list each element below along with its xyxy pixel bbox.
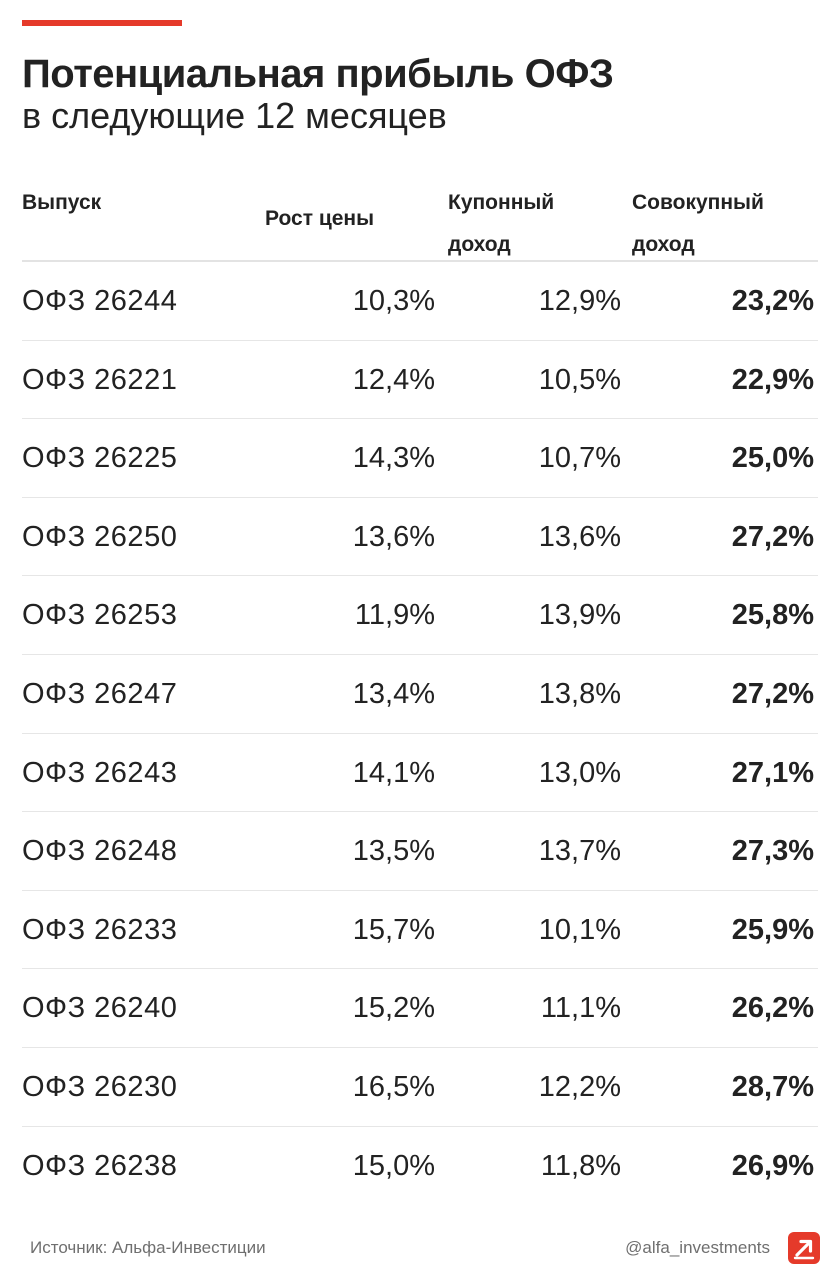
table-row: ОФЗ 26243 14,1% 13,0% 27,1% <box>22 734 818 813</box>
cell-price-growth: 16,5% <box>352 1070 435 1103</box>
column-header-issue: Выпуск <box>22 191 102 214</box>
cell-price-growth: 15,2% <box>352 992 435 1025</box>
cell-price-growth: 15,0% <box>352 1149 435 1182</box>
table-row: ОФЗ 26253 11,9% 13,9% 25,8% <box>22 576 818 655</box>
cell-coupon: 10,7% <box>538 442 621 475</box>
page-subtitle: в следующие 12 месяцев <box>22 95 447 136</box>
cell-issue: ОФЗ 26233 <box>22 913 178 946</box>
cell-total: 27,2% <box>731 677 814 710</box>
cell-issue: ОФЗ 26247 <box>22 677 178 710</box>
table-row: ОФЗ 26238 15,0% 11,8% 26,9% <box>22 1127 818 1206</box>
table-row: ОФЗ 26230 16,5% 12,2% 28,7% <box>22 1048 818 1127</box>
accent-bar <box>22 20 182 26</box>
cell-coupon: 11,8% <box>540 1149 621 1182</box>
cell-price-growth: 14,3% <box>352 442 435 475</box>
table-row: ОФЗ 26250 13,6% 13,6% 27,2% <box>22 498 818 577</box>
cell-total: 27,3% <box>731 835 814 868</box>
cell-price-growth: 14,1% <box>352 756 435 789</box>
cell-total: 27,1% <box>731 756 814 789</box>
column-header-total: Совокупный доход <box>632 182 822 266</box>
cell-issue: ОФЗ 26244 <box>22 285 178 317</box>
cell-total: 25,8% <box>731 599 814 632</box>
cell-price-growth: 10,3% <box>352 285 435 317</box>
cell-coupon: 13,7% <box>538 835 621 868</box>
cell-total: 26,9% <box>731 1149 814 1182</box>
table-row: ОФЗ 26244 10,3% 12,9% 23,2% <box>22 262 818 341</box>
cell-coupon: 12,9% <box>538 285 621 317</box>
column-header-total-line2: доход <box>632 233 695 256</box>
cell-price-growth: 13,4% <box>352 677 435 710</box>
cell-total: 23,2% <box>731 285 814 317</box>
cell-issue: ОФЗ 26238 <box>22 1149 178 1182</box>
page-title: Потенциальная прибыль ОФЗ <box>22 52 614 96</box>
cell-total: 25,0% <box>731 442 814 475</box>
alfa-arrow-logo-icon[interactable] <box>788 1232 820 1264</box>
cell-total: 28,7% <box>731 1070 814 1103</box>
cell-coupon: 10,1% <box>538 913 621 946</box>
cell-coupon: 13,8% <box>538 677 621 710</box>
cell-issue: ОФЗ 26221 <box>22 363 178 396</box>
table-row: ОФЗ 26247 13,4% 13,8% 27,2% <box>22 655 818 734</box>
cell-issue: ОФЗ 26230 <box>22 1070 178 1103</box>
cell-issue: ОФЗ 26253 <box>22 599 178 632</box>
cell-coupon: 11,1% <box>540 992 621 1025</box>
cell-issue: ОФЗ 26250 <box>22 520 178 553</box>
cell-coupon: 13,6% <box>538 520 621 553</box>
footer-source: Источник: Альфа-Инвестиции <box>30 1238 266 1257</box>
column-header-price-growth: Рост цены <box>265 207 375 230</box>
cell-price-growth: 13,6% <box>352 520 435 553</box>
table-row: ОФЗ 26225 14,3% 10,7% 25,0% <box>22 419 818 498</box>
cell-price-growth: 13,5% <box>352 835 435 868</box>
cell-coupon: 12,2% <box>538 1070 621 1103</box>
table-row: ОФЗ 26240 15,2% 11,1% 26,2% <box>22 969 818 1048</box>
table-row: ОФЗ 26248 13,5% 13,7% 27,3% <box>22 812 818 891</box>
cell-issue: ОФЗ 26240 <box>22 992 178 1025</box>
cell-issue: ОФЗ 26248 <box>22 835 178 868</box>
cell-coupon: 10,5% <box>538 363 621 396</box>
footer-handle[interactable]: @alfa_investments <box>625 1238 770 1257</box>
cell-total: 27,2% <box>731 520 814 553</box>
cell-price-growth: 15,7% <box>352 913 435 946</box>
cell-total: 22,9% <box>731 363 814 396</box>
cell-price-growth: 11,9% <box>354 599 435 632</box>
cell-price-growth: 12,4% <box>352 363 435 396</box>
arrow-icon <box>793 1239 815 1260</box>
cell-total: 26,2% <box>731 992 814 1025</box>
column-header-coupon: Купонный доход <box>448 182 618 266</box>
table-row: ОФЗ 26233 15,7% 10,1% 25,9% <box>22 891 818 970</box>
cell-issue: ОФЗ 26225 <box>22 442 178 475</box>
bond-table: ОФЗ 26244 10,3% 12,9% 23,2% ОФЗ 26221 12… <box>22 260 818 1205</box>
table-row: ОФЗ 26221 12,4% 10,5% 22,9% <box>22 341 818 420</box>
column-header-coupon-line1: Купонный <box>448 191 555 214</box>
cell-total: 25,9% <box>731 913 814 946</box>
cell-issue: ОФЗ 26243 <box>22 756 178 789</box>
cell-coupon: 13,0% <box>538 756 621 789</box>
cell-coupon: 13,9% <box>538 599 621 632</box>
column-header-coupon-line2: доход <box>448 233 511 256</box>
column-header-total-line1: Совокупный <box>632 191 764 214</box>
